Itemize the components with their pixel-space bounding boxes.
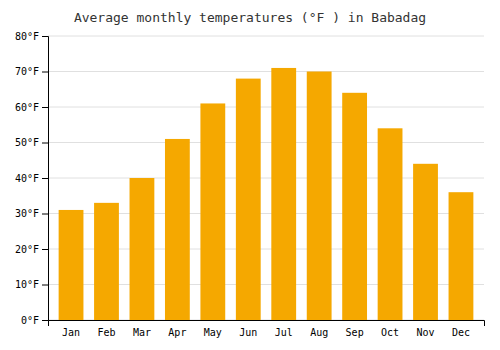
grid-line	[48, 71, 484, 72]
bar	[378, 128, 403, 320]
bar	[342, 93, 367, 320]
y-tick-mark	[42, 320, 48, 321]
x-tick: Jul	[275, 327, 293, 338]
y-tick-mark	[42, 36, 48, 37]
y-tick: 40°F	[15, 173, 48, 184]
y-tick-mark	[42, 285, 48, 286]
grid-line	[48, 107, 484, 108]
y-tick: 30°F	[15, 208, 48, 219]
x-tick: Dec	[452, 327, 470, 338]
y-tick-label: 60°F	[15, 102, 39, 113]
title: Average monthly temperatures (°F ) in Ba…	[74, 10, 426, 25]
y-tick-label: 50°F	[15, 137, 39, 148]
y-tick-label: 40°F	[15, 173, 39, 184]
x-tick-label: Apr	[168, 327, 186, 338]
x-tick-label: Dec	[452, 327, 470, 338]
bar	[236, 79, 261, 320]
grid-line	[48, 36, 484, 37]
x-tick: Jun	[239, 327, 257, 338]
bar	[307, 72, 332, 321]
bars	[59, 68, 474, 320]
bar	[200, 103, 225, 320]
x-tick-label: Oct	[381, 327, 399, 338]
y-tick: 80°F	[15, 31, 48, 42]
x-tick: Jan	[62, 327, 80, 338]
y-tick: 70°F	[15, 66, 48, 77]
y-tick: 60°F	[15, 102, 48, 113]
x-tick: Apr	[168, 327, 186, 338]
y-axis: 0°F 10°F 20°F 30°F 40°F 50°F 60°F 70°F 80°F	[15, 31, 49, 326]
x-tick-label: Feb	[97, 327, 115, 338]
bar	[449, 192, 474, 320]
y-tick: 20°F	[15, 244, 48, 255]
x-tick: Oct	[381, 327, 399, 338]
x-tick: Sep	[346, 327, 364, 338]
x-tick-label: Jan	[62, 327, 80, 338]
y-tick-mark	[42, 72, 48, 73]
grid-line	[48, 142, 484, 143]
y-tick-mark	[42, 249, 48, 250]
y-tick-mark	[42, 214, 48, 215]
y-tick-label: 20°F	[15, 244, 39, 255]
x-tick-label: Mar	[133, 327, 151, 338]
x-tick-label: May	[204, 327, 222, 338]
x-tick: Nov	[416, 327, 434, 338]
y-tick: 0°F	[21, 315, 48, 326]
plot: 0°F 10°F 20°F 30°F 40°F 50°F 60°F 70°F 80°F Jan Fe…	[15, 31, 485, 338]
y-axis-line	[42, 37, 49, 321]
y-tick: 50°F	[15, 137, 48, 148]
x-tick-label: Jun	[239, 327, 257, 338]
y-tick-label: 80°F	[15, 31, 39, 42]
bar	[165, 139, 190, 320]
y-tick-mark	[42, 107, 48, 108]
x-axis-line	[49, 321, 485, 327]
x-tick: Feb	[97, 327, 115, 338]
y-tick-mark	[42, 178, 48, 179]
y-tick-label: 0°F	[21, 315, 39, 326]
x-tick: Mar	[133, 327, 151, 338]
bar	[94, 203, 119, 320]
y-tick-label: 10°F	[15, 279, 39, 290]
x-tick: May	[204, 327, 222, 338]
bar	[413, 164, 438, 320]
bar	[59, 210, 84, 320]
y-tick-label: 70°F	[15, 66, 39, 77]
x-tick-label: Sep	[346, 327, 364, 338]
bar	[271, 68, 296, 320]
x-tick-label: Nov	[416, 327, 434, 338]
y-tick: 10°F	[15, 279, 48, 290]
x-tick-label: Aug	[310, 327, 328, 338]
y-tick-mark	[42, 143, 48, 144]
y-tick-label: 30°F	[15, 208, 39, 219]
bar	[130, 178, 155, 320]
x-tick: Aug	[310, 327, 328, 338]
grid	[48, 36, 484, 320]
x-axis: Jan Feb Mar Apr May Jun Jul Aug Sep Oct Nov Dec	[49, 321, 485, 339]
x-tick-label: Jul	[275, 327, 293, 338]
chart: Average monthly temperatures (°F ) in Ba…	[0, 0, 500, 350]
